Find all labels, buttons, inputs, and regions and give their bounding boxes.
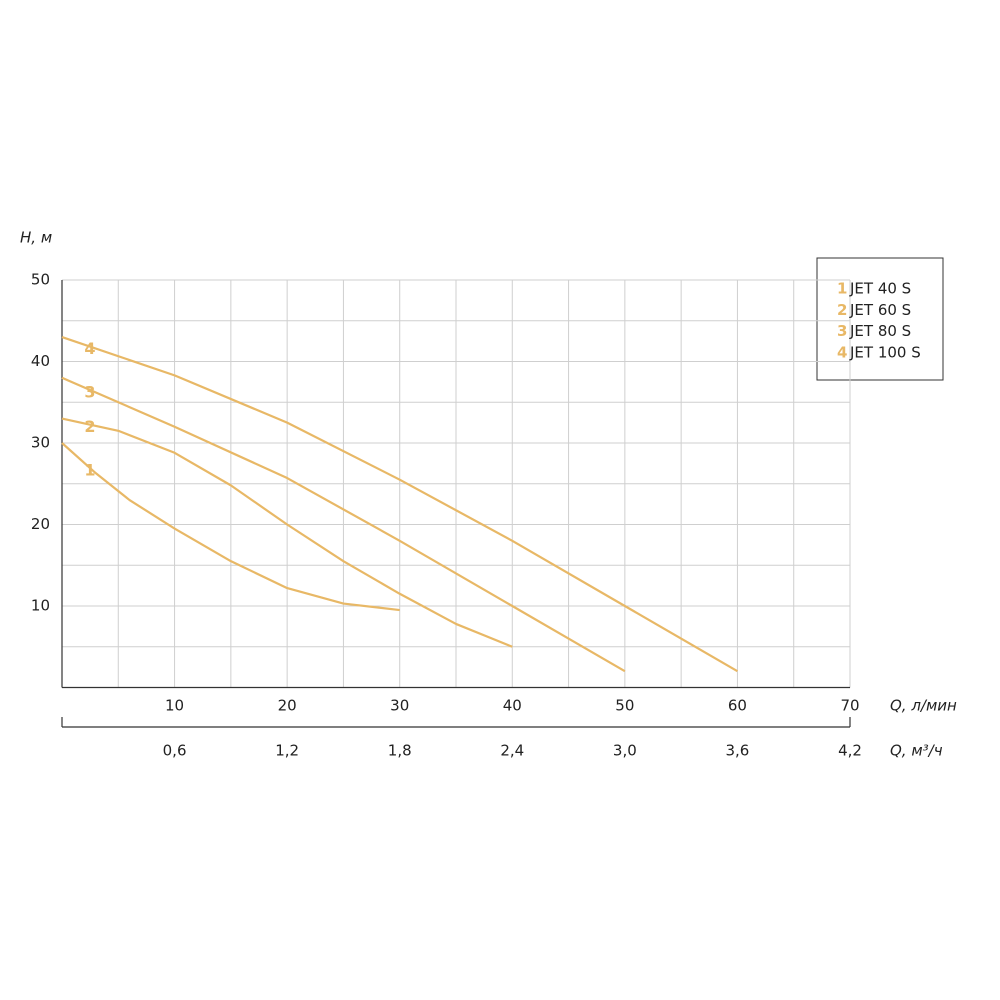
- x-tick-label: 50: [615, 697, 634, 715]
- series-label: 2: [84, 417, 95, 436]
- x-tick-label: 20: [278, 697, 297, 715]
- x-tick-label: 10: [165, 697, 184, 715]
- series-label: 4: [84, 339, 95, 358]
- series-label: 3: [84, 382, 95, 401]
- legend-number: 4: [837, 343, 847, 361]
- y-tick-label: 50: [31, 271, 50, 289]
- x2-tick-label: 2,4: [500, 742, 524, 760]
- x2-tick-label: 0,6: [163, 742, 187, 760]
- series-label: 1: [84, 461, 95, 480]
- legend-label: JET 60 S: [849, 301, 911, 319]
- legend-label: JET 80 S: [849, 322, 911, 340]
- legend-label: JET 40 S: [849, 280, 911, 298]
- legend-number: 2: [837, 301, 847, 319]
- x2-tick-label: 3,6: [725, 742, 749, 760]
- series-line: [61, 442, 400, 612]
- legend-number: 3: [837, 322, 847, 340]
- x2-tick-label: 1,8: [388, 742, 412, 760]
- legend-label: JET 100 S: [849, 343, 921, 361]
- y-axis-label: H, м: [20, 229, 52, 247]
- legend-number: 1: [837, 280, 847, 298]
- y-tick-label: 40: [31, 352, 50, 370]
- x2-tick-label: 1,2: [275, 742, 299, 760]
- y-tick-label: 10: [31, 597, 50, 615]
- y-tick-label: 30: [31, 434, 50, 452]
- x-tick-label: 30: [390, 697, 409, 715]
- legend-box: [816, 257, 944, 381]
- x2-tick-label: 3,0: [613, 742, 637, 760]
- series-line: [61, 376, 626, 673]
- y-tick-label: 20: [31, 515, 50, 533]
- series-line: [61, 336, 738, 673]
- x-tick-label: 60: [728, 697, 747, 715]
- x-tick-label: 40: [503, 697, 522, 715]
- x-tick-label: 70: [840, 697, 859, 715]
- series-line: [61, 417, 513, 648]
- x2-axis-label: Q, м³/ч: [890, 742, 943, 760]
- x2-tick-label: 4,2: [838, 742, 862, 760]
- x-axis-label: Q, л/мин: [890, 697, 957, 715]
